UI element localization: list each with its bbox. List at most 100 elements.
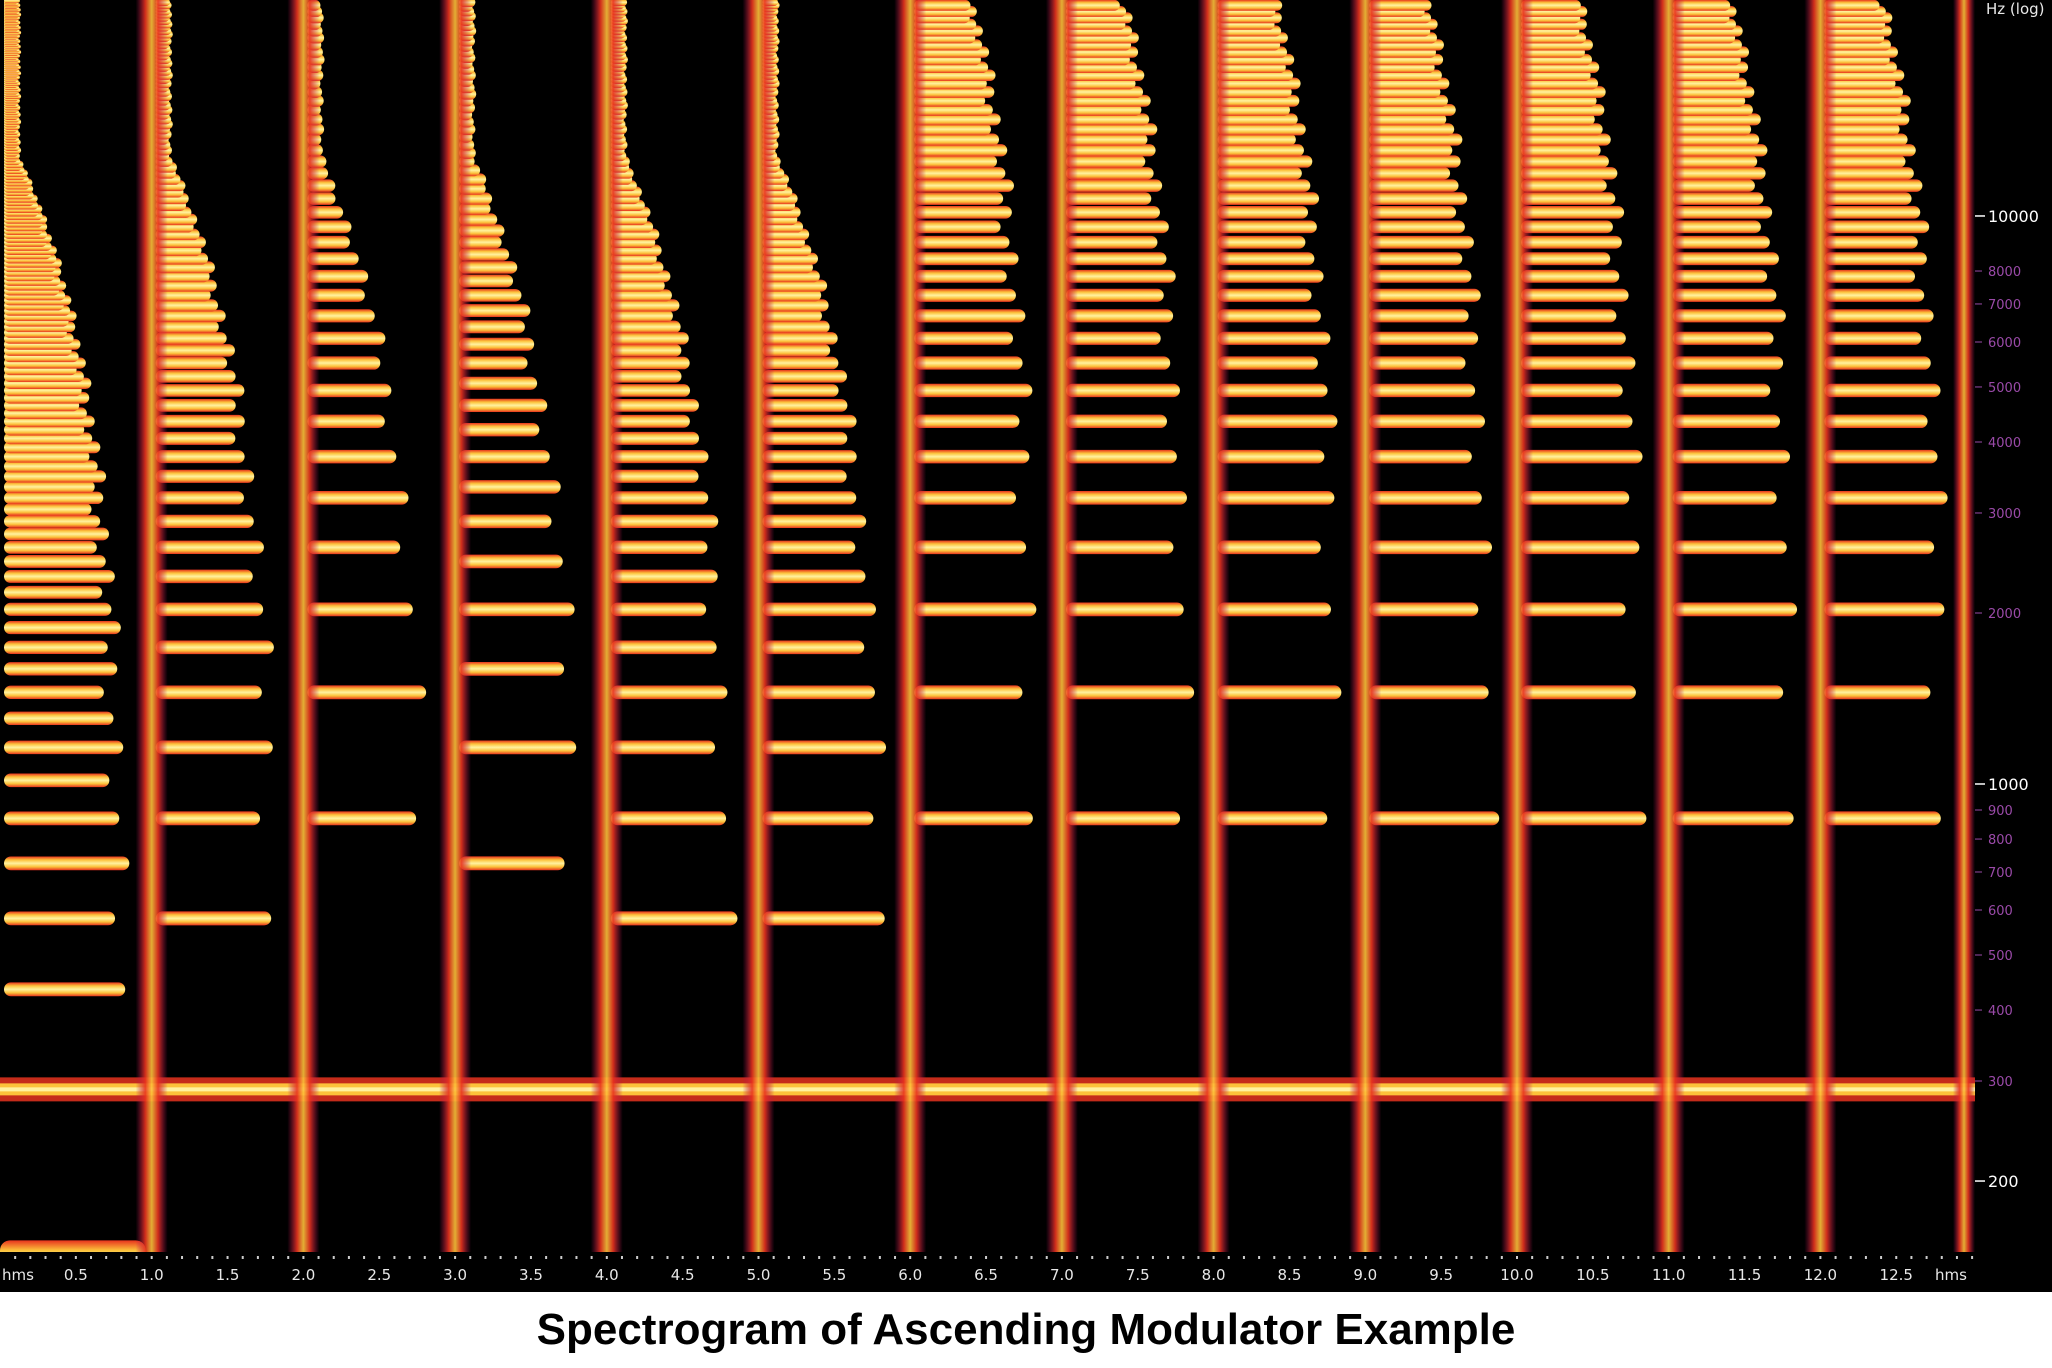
sideband-mark	[762, 332, 838, 345]
sideband-mark	[1065, 220, 1169, 234]
sideband-mark	[1672, 331, 1774, 345]
sideband-mark	[1217, 383, 1328, 398]
sideband-mark	[610, 370, 682, 383]
time-axis-dot	[302, 1256, 305, 1259]
time-axis-dot	[787, 1256, 790, 1259]
sideband-mark	[762, 384, 839, 397]
time-axis-dot	[939, 1256, 942, 1259]
plot-area	[0, 0, 1975, 1252]
sideband-mark	[4, 740, 124, 755]
sideband-mark	[1369, 205, 1457, 219]
time-axis-dot	[1258, 1256, 1261, 1259]
time-axis-dot	[1091, 1256, 1094, 1259]
time-axis-dot	[1804, 1256, 1807, 1259]
sideband-mark	[459, 304, 531, 317]
time-axis-dot	[636, 1256, 639, 1259]
frequency-tick-label-minor: 600	[1988, 904, 2013, 919]
sideband-mark	[1065, 155, 1146, 168]
sideband-mark	[1217, 220, 1317, 234]
time-axis-dot	[499, 1256, 502, 1259]
time-axis-dot	[256, 1256, 259, 1259]
frequency-tick-label-minor: 5000	[1988, 381, 2021, 396]
sideband-mark	[1521, 602, 1626, 617]
sideband-mark	[4, 911, 116, 926]
sideband-mark	[459, 856, 565, 871]
sideband-mark	[155, 569, 253, 584]
sideband-mark	[1521, 449, 1643, 464]
sideband-mark	[1521, 103, 1605, 116]
time-axis-dot	[696, 1256, 699, 1259]
sideband-mark	[1369, 331, 1479, 345]
time-axis-dot	[545, 1256, 548, 1259]
sideband-mark	[1065, 491, 1187, 505]
sideband-mark	[4, 450, 90, 463]
sideband-mark	[914, 167, 1006, 180]
sideband-mark	[1369, 811, 1500, 826]
time-axis-dot	[393, 1256, 396, 1259]
time-axis-dot	[272, 1256, 275, 1259]
time-axis-dot	[1227, 1256, 1230, 1259]
sideband-mark	[155, 414, 245, 428]
carrier-layer	[0, 1077, 1975, 1102]
sideband-mark	[914, 155, 997, 168]
sideband-mark	[307, 414, 385, 429]
sideband-mark	[1217, 113, 1298, 126]
sideband-mark	[1369, 540, 1492, 555]
sideband-mark	[914, 602, 1037, 617]
sideband-mark	[1369, 269, 1472, 283]
sideband-mark	[155, 469, 255, 483]
sideband-mark	[1521, 220, 1613, 234]
sideband-mark	[1065, 269, 1176, 283]
sideband-mark	[762, 279, 828, 292]
time-axis-dot	[105, 1256, 108, 1259]
time-axis-dot	[514, 1256, 517, 1259]
sideband-mark	[1824, 0, 1880, 11]
sideband-mark	[762, 299, 829, 312]
frequency-tick-label-minor: 7000	[1988, 298, 2021, 313]
sideband-mark	[155, 332, 227, 345]
sideband-mark	[1672, 167, 1766, 180]
time-axis-dot	[1819, 1256, 1822, 1259]
sideband-mark	[307, 811, 417, 826]
frequency-tick-label-major: 1000	[1988, 775, 2029, 794]
sideband-mark	[1217, 235, 1306, 249]
sideband-mark	[1824, 155, 1906, 168]
time-axis-dot	[727, 1256, 730, 1259]
time-axis-dot	[1015, 1256, 1018, 1259]
time-axis-dot	[317, 1256, 320, 1259]
sideband-mark	[1824, 167, 1914, 180]
time-axis-dot	[1470, 1256, 1473, 1259]
frequency-ticks: 200 1000 10000 300 400 500 600 700 800 900 2000 300…	[1975, 207, 2039, 1191]
sideband-mark	[1217, 269, 1324, 283]
sideband-mark	[4, 621, 121, 635]
time-axis-dot	[575, 1256, 578, 1259]
sideband-mark	[307, 269, 369, 283]
sideband-mark	[914, 235, 1010, 249]
sideband-mark	[307, 491, 409, 505]
sideband-mark	[1217, 155, 1313, 168]
sideband-mark	[307, 449, 397, 464]
carrier-core	[0, 1087, 1975, 1092]
time-axis-dot	[1516, 1256, 1518, 1259]
time-axis-dot	[1713, 1256, 1716, 1259]
sideband-mark	[610, 289, 672, 302]
sideband-mark	[914, 383, 1033, 398]
sideband-mark	[1672, 133, 1760, 146]
time-axis-dot	[651, 1256, 654, 1259]
time-axis-dot	[848, 1256, 851, 1259]
frequency-tick-label-minor: 300	[1988, 1075, 2013, 1090]
time-tick-label: 7.5	[1126, 1266, 1150, 1284]
sideband-mark	[914, 414, 1020, 429]
sideband-mark	[1672, 491, 1777, 505]
sideband-mark	[1521, 144, 1601, 157]
sideband-mark	[1065, 133, 1148, 146]
time-tick-label: 7.0	[1050, 1266, 1074, 1284]
time-axis-dot	[59, 1256, 62, 1259]
sideband-mark	[1369, 383, 1476, 398]
time-axis-dot	[1394, 1256, 1397, 1259]
time-axis-dot	[1849, 1256, 1852, 1259]
sideband-mark	[1065, 602, 1184, 617]
sideband-mark	[1521, 235, 1622, 249]
sideband-mark	[1824, 309, 1934, 323]
sideband-mark	[459, 740, 577, 755]
